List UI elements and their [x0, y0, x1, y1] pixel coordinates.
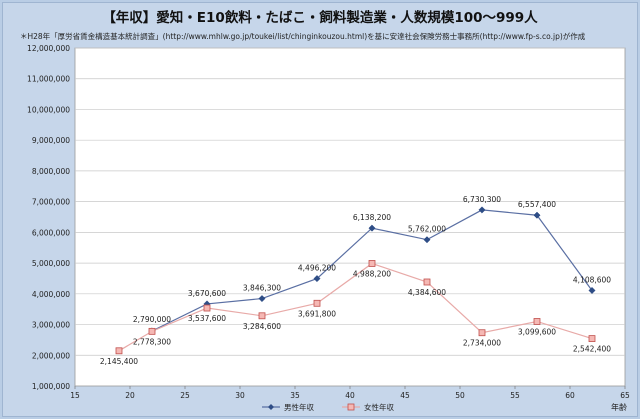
female-data-label: 2,542,400 [573, 345, 611, 354]
female-data-point [423, 278, 431, 286]
male-data-label: 3,846,300 [243, 284, 281, 293]
chart-subtitle: ＊H28年「厚労省賃金構造基本統計調査」(http://www.mhlw.go.… [20, 32, 586, 41]
y-tick-label: 4,000,000 [32, 290, 70, 299]
y-tick-label: 7,000,000 [32, 198, 70, 207]
x-tick-label: 15 [70, 391, 80, 400]
x-axis-title: 年齢 [611, 402, 627, 412]
x-tick-label: 60 [565, 391, 575, 400]
legend-label: 女性年収 [364, 402, 394, 412]
x-tick-label: 55 [510, 391, 520, 400]
female-data-label: 3,691,800 [298, 309, 336, 318]
female-data-point [368, 260, 376, 267]
male-data-point [258, 294, 266, 303]
male-data-point [423, 236, 431, 244]
legend-label: 男性年収 [284, 402, 314, 412]
x-tick-label: 40 [345, 391, 355, 400]
x-tick-label: 50 [455, 391, 465, 400]
y-tick-label: 11,000,000 [27, 75, 70, 84]
male-data-point [368, 224, 376, 232]
female-data-point [203, 304, 211, 312]
x-tick-label: 20 [125, 391, 135, 400]
male-data-point [313, 275, 321, 283]
female-data-label: 3,537,600 [188, 314, 226, 323]
x-tick-label: 35 [290, 391, 300, 400]
male-data-label: 3,670,600 [188, 289, 226, 298]
female-data-label: 4,384,600 [408, 288, 446, 297]
y-tick-label: 3,000,000 [32, 321, 70, 330]
female-data-label: 3,284,600 [243, 322, 281, 331]
y-tick-label: 2,000,000 [32, 351, 70, 360]
legend-marker-diamond [268, 404, 274, 410]
female-data-point [588, 335, 596, 343]
male-data-label: 6,730,300 [463, 195, 501, 204]
x-tick-label: 45 [400, 391, 410, 400]
female-data-label: 2,734,000 [463, 339, 501, 348]
male-data-label: 4,108,600 [573, 275, 611, 284]
female-data-point [115, 347, 123, 355]
plot-area [74, 47, 626, 387]
y-tick-label: 8,000,000 [32, 167, 70, 176]
male-data-label: 6,138,200 [353, 213, 391, 222]
y-tick-label: 6,000,000 [32, 228, 70, 237]
y-tick-label: 1,000,000 [32, 382, 70, 391]
male-data-label: 5,762,000 [408, 225, 446, 234]
female-data-point [478, 329, 486, 337]
female-data-label: 2,778,300 [133, 337, 171, 346]
female-data-label: 4,988,200 [353, 269, 391, 278]
female-data-label: 3,099,600 [518, 327, 556, 336]
y-tick-label: 10,000,000 [27, 105, 70, 114]
female-data-point [533, 318, 541, 325]
female-data-point [148, 327, 156, 335]
x-tick-label: 30 [235, 391, 245, 400]
male-data-label: 4,496,200 [298, 264, 336, 273]
legend-marker-square [347, 403, 355, 411]
y-tick-label: 12,000,000 [27, 44, 70, 53]
y-tick-label: 5,000,000 [32, 259, 70, 268]
male-data-point [478, 206, 486, 214]
x-tick-label: 65 [620, 391, 630, 400]
female-data-point [313, 299, 321, 307]
male-data-label: 2,790,000 [133, 315, 171, 324]
female-series-line [118, 262, 593, 352]
male-data-label: 6,557,400 [518, 200, 556, 209]
female-data-point [258, 312, 266, 320]
male-data-point [588, 286, 596, 295]
y-tick-label: 9,000,000 [32, 136, 70, 145]
male-data-point [533, 211, 541, 219]
chart-title: 【年収】愛知・E10飲料・たばこ・飼料製造業・人数規模100～999人 [102, 10, 538, 26]
female-data-label: 2,145,400 [100, 357, 138, 366]
x-tick-label: 25 [180, 391, 190, 400]
